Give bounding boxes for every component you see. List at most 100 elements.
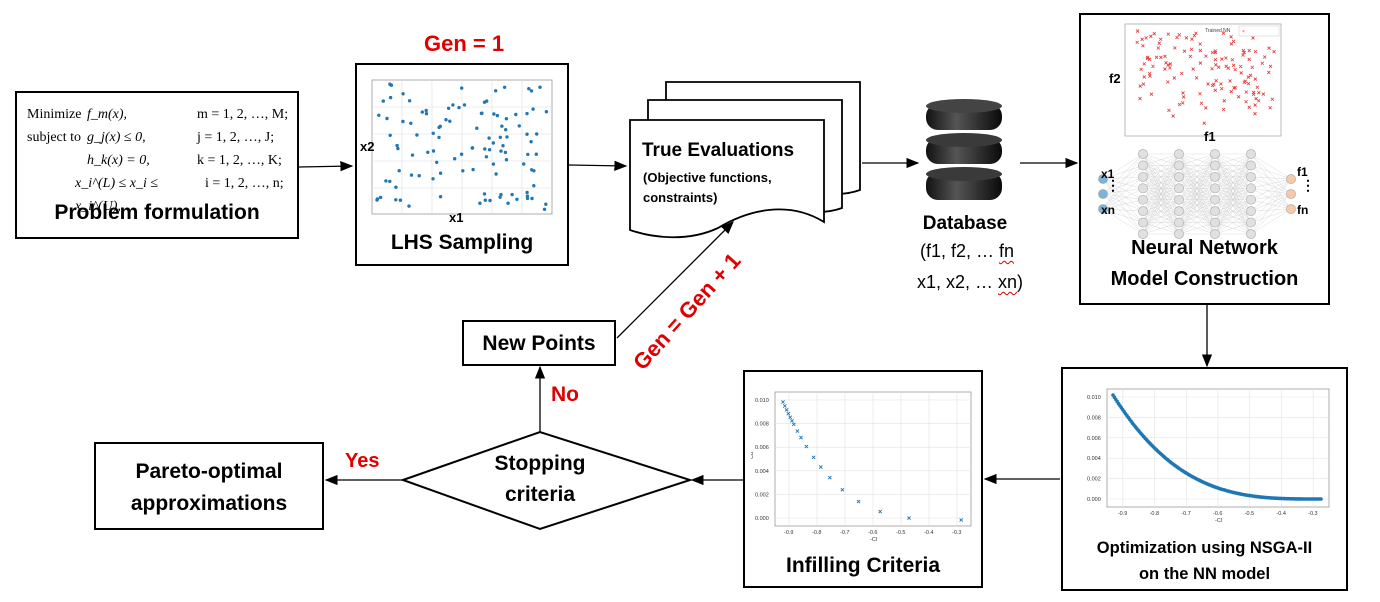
lhs-sample-point <box>435 160 439 164</box>
nn-trained-point <box>1135 29 1140 33</box>
nn-trained-point <box>1163 67 1167 71</box>
lhs-sample-point <box>494 89 498 93</box>
infill-plot: -0.9 -0.8 -0.7 -0.6 -0.5 -0.4 -0.3 0.000 0.002 0.… <box>751 391 972 543</box>
nn-trained-point <box>1179 71 1184 76</box>
true-eval-sub2: constraints) <box>643 190 718 205</box>
nn-neuron <box>1210 217 1220 228</box>
nn-trained-point <box>1154 55 1159 60</box>
lhs-sampling-box: x2 x1 LHS Sampling <box>355 63 569 266</box>
nn-trained-point <box>1216 65 1221 69</box>
lhs-sample-point <box>462 103 467 107</box>
problem-formulation-box: Minimize f_m(x), m = 1, 2, …, M; subject… <box>15 91 299 239</box>
nn-trained-point <box>1198 91 1202 96</box>
nn-trained-point <box>1194 76 1199 80</box>
nn-input-dots: ⋮ <box>1106 177 1120 193</box>
nn-neuron <box>1138 206 1148 217</box>
lhs-sample-point <box>394 198 398 202</box>
stopping-criteria-diamond <box>400 430 694 531</box>
nn-trained-point <box>1172 76 1177 80</box>
nn-neuron <box>1286 204 1296 214</box>
new-points-box: New Points <box>462 320 616 366</box>
nn-neuron <box>1286 189 1296 199</box>
axis-tick-label: 0.004 <box>755 469 769 475</box>
lhs-sample-point <box>381 99 385 103</box>
nn-neuron <box>1246 194 1256 205</box>
pareto-line2: approximations <box>130 492 288 515</box>
nn-trained-point <box>1233 67 1237 72</box>
lhs-sample-point <box>420 110 424 114</box>
axis-tick-label: 0.002 <box>1087 477 1101 483</box>
nn-trained-point <box>1140 37 1144 42</box>
lhs-sample-point <box>538 85 542 89</box>
lhs-y-label: x2 <box>360 139 375 154</box>
nn-neuron <box>1246 171 1256 182</box>
nn-trained-point <box>1166 63 1170 67</box>
axis-tick-label: 0.010 <box>1087 395 1101 401</box>
nn-trained-point <box>1188 54 1193 59</box>
lhs-sample-point <box>451 103 455 107</box>
nn-trained-point <box>1147 57 1152 62</box>
nn-neuron <box>1246 217 1256 228</box>
nn-trained-point <box>1165 80 1170 84</box>
axis-x-label: -Cl <box>1215 518 1222 524</box>
nn-trained-point <box>1142 62 1147 66</box>
nn-trained-point <box>1214 78 1218 83</box>
nn-trained-point <box>1145 56 1150 61</box>
nn-trained-point <box>1228 79 1232 83</box>
nn-trained-point <box>1241 48 1246 53</box>
lhs-sample-point <box>488 198 492 203</box>
lhs-sample-point <box>483 147 487 151</box>
lhs-sample-point <box>444 118 448 122</box>
no-label: No <box>551 383 579 406</box>
nn-trained-point <box>1251 90 1256 95</box>
lhs-sample-point <box>494 172 498 176</box>
nn-trained-point <box>1158 37 1163 42</box>
axis-tick-label: -0.3 <box>1308 511 1317 517</box>
nn-neuron <box>1246 206 1256 217</box>
lhs-sample-point <box>388 95 393 100</box>
nn-trained-point <box>1213 49 1218 53</box>
nn-trained-point <box>1163 54 1167 59</box>
nn-neuron <box>1098 189 1108 199</box>
nn-trained-point <box>1213 57 1218 62</box>
nn-trained-point <box>1268 64 1273 69</box>
nn-trained-point <box>1243 79 1248 83</box>
lhs-sample-point <box>544 110 549 114</box>
equation-expression: x_i^(L) ≤ x_i ≤ x_i^(U), <box>75 176 159 214</box>
axis-tick-label: -0.4 <box>1276 511 1285 517</box>
lhs-sample-point <box>396 146 400 151</box>
lhs-sample-point <box>501 144 505 148</box>
nn-trained-point <box>1142 75 1147 79</box>
nsga-title-line1: Optimization using NSGA-II <box>1096 539 1313 557</box>
nn-title-line2: Model Construction <box>1110 268 1299 290</box>
axis-tick-label: -0.9 <box>784 530 793 536</box>
gen-one-label: Gen = 1 <box>424 31 505 56</box>
equation-row-inequality: subject to g_j(x) ≤ 0, j = 1, 2, …, J; <box>27 126 295 149</box>
nn-trained-point <box>1262 55 1267 59</box>
lhs-sample-point <box>525 111 529 116</box>
pareto-line1: Pareto-optimal <box>135 460 283 483</box>
lhs-sample-point <box>505 135 509 139</box>
nn-neuron <box>1138 229 1148 239</box>
nn-trained-point <box>1181 95 1186 99</box>
nn-neuron <box>1210 149 1220 159</box>
infill-point <box>856 499 861 504</box>
nn-trained-point <box>1220 57 1224 61</box>
yes-label: Yes <box>345 450 380 472</box>
nn-trained-point <box>1236 95 1241 99</box>
nn-scatter-y-label: f2 <box>1109 71 1121 86</box>
arrow-problem-to-lhs <box>298 161 354 172</box>
nn-neuron <box>1246 149 1256 159</box>
nn-trained-point <box>1260 61 1265 66</box>
nn-trained-point <box>1141 43 1145 48</box>
nn-trained-point <box>1247 57 1251 62</box>
nn-trained-point <box>1242 50 1246 55</box>
infill-point <box>795 429 800 434</box>
nn-neuron <box>1174 217 1184 228</box>
infill-point <box>804 444 809 449</box>
lhs-sample-point <box>415 133 419 137</box>
lhs-sample-point <box>461 169 465 173</box>
database-fields-x: x1, x2, … xn) <box>916 272 1024 292</box>
infill-point <box>907 516 911 520</box>
